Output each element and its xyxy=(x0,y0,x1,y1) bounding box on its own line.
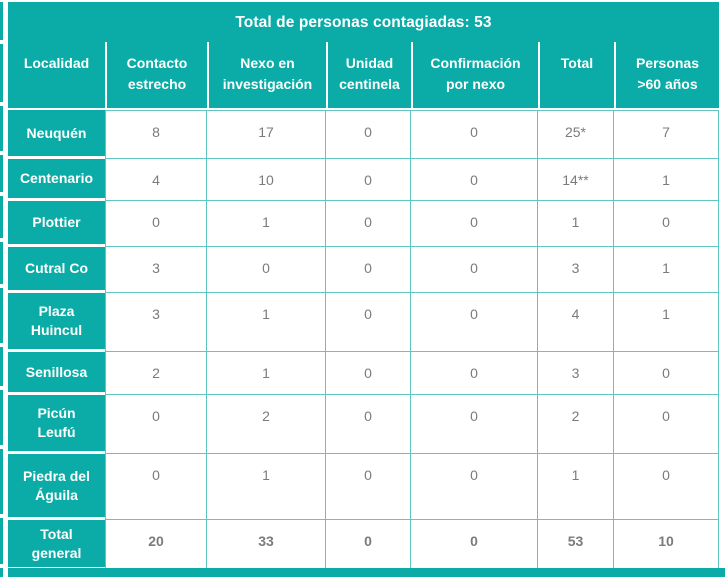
data-cell: 0 xyxy=(326,201,411,247)
data-cell: 0 xyxy=(326,293,411,352)
column-header: Personas >60 años xyxy=(614,42,719,110)
data-cell: 1 xyxy=(614,247,719,293)
data-cell: 1 xyxy=(614,159,719,201)
table-row: Picún Leufú 0 2 0 0 2 0 xyxy=(8,395,719,454)
data-cell: 17 xyxy=(207,110,326,159)
data-cell: 1 xyxy=(538,454,614,520)
table-row: Centenario 4 10 0 0 14** 1 xyxy=(8,159,719,201)
data-cell: 0 xyxy=(105,201,207,247)
data-cell: 1 xyxy=(207,352,326,395)
data-cell: 10 xyxy=(207,159,326,201)
data-cell: 0 xyxy=(326,352,411,395)
data-cell: 0 xyxy=(411,201,538,247)
data-cell: 3 xyxy=(538,247,614,293)
data-cell: 4 xyxy=(538,293,614,352)
data-cell: 8 xyxy=(105,110,207,159)
row-header: Senillosa xyxy=(8,352,105,395)
row-header: Piedra del Águila xyxy=(8,454,105,520)
data-cell: 3 xyxy=(105,247,207,293)
table-row: Piedra del Águila 0 1 0 0 1 0 xyxy=(8,454,719,520)
data-cell: 0 xyxy=(614,395,719,454)
data-cell: 0 xyxy=(207,247,326,293)
left-strip-notch xyxy=(0,151,3,155)
data-cell: 0 xyxy=(326,159,411,201)
data-cell: 33 xyxy=(207,520,326,570)
row-header: Centenario xyxy=(8,159,105,201)
column-header: Confirmación por nexo xyxy=(411,42,538,110)
left-edge-strip xyxy=(0,2,3,577)
data-cell: 0 xyxy=(411,247,538,293)
row-header: Picún Leufú xyxy=(8,395,105,454)
contagios-table: Localidad Contacto estrecho Nexo en invest… xyxy=(8,42,719,570)
data-cell: 2 xyxy=(538,395,614,454)
left-strip-notch xyxy=(0,514,3,518)
row-header: Total general xyxy=(8,520,105,570)
data-cell: 2 xyxy=(207,395,326,454)
left-strip-notch xyxy=(0,564,3,568)
data-cell: 20 xyxy=(105,520,207,570)
left-strip-notch xyxy=(0,102,3,106)
data-cell: 25* xyxy=(538,110,614,159)
data-cell: 53 xyxy=(538,520,614,570)
data-cell: 0 xyxy=(411,395,538,454)
data-cell: 0 xyxy=(326,520,411,570)
row-header: Plottier xyxy=(8,201,105,247)
data-cell: 3 xyxy=(538,352,614,395)
table-row: Neuquén 8 17 0 0 25* 7 xyxy=(8,110,719,159)
data-cell: 7 xyxy=(614,110,719,159)
data-cell: 3 xyxy=(105,293,207,352)
data-cell: 0 xyxy=(411,110,538,159)
total-row: Total general 20 33 0 0 53 10 xyxy=(8,520,719,570)
data-cell: 1 xyxy=(538,201,614,247)
data-cell: 0 xyxy=(326,247,411,293)
column-header: Localidad xyxy=(8,42,105,110)
data-cell: 0 xyxy=(411,293,538,352)
data-cell: 0 xyxy=(614,352,719,395)
data-cell: 0 xyxy=(411,454,538,520)
table-row: Plaza Huincul 3 1 0 0 4 1 xyxy=(8,293,719,352)
data-cell: 1 xyxy=(207,201,326,247)
data-cell: 2 xyxy=(105,352,207,395)
data-cell: 0 xyxy=(326,454,411,520)
data-cell: 10 xyxy=(614,520,719,570)
data-cell: 0 xyxy=(614,201,719,247)
table-title: Total de personas contagiadas: 53 xyxy=(8,2,719,42)
table-row: Senillosa 2 1 0 0 3 0 xyxy=(8,352,719,395)
data-cell: 0 xyxy=(326,395,411,454)
left-strip-notch xyxy=(0,284,3,288)
left-strip-notch xyxy=(0,386,3,390)
left-strip-notch xyxy=(0,445,3,449)
column-header: Nexo en investigación xyxy=(207,42,326,110)
data-cell: 0 xyxy=(105,395,207,454)
data-cell: 0 xyxy=(411,520,538,570)
column-header: Total xyxy=(538,42,614,110)
table-header-row: Localidad Contacto estrecho Nexo en invest… xyxy=(8,42,719,110)
row-header: Neuquén xyxy=(8,110,105,159)
data-cell: 14** xyxy=(538,159,614,201)
left-strip-notch xyxy=(0,192,3,196)
data-cell: 1 xyxy=(614,293,719,352)
table-row: Cutral Co 3 0 0 0 3 1 xyxy=(8,247,719,293)
data-cell: 1 xyxy=(207,454,326,520)
contagios-table-block: Total de personas contagiadas: 53 Locali… xyxy=(8,2,719,570)
data-cell: 0 xyxy=(326,110,411,159)
data-cell: 0 xyxy=(411,159,538,201)
left-strip-notch xyxy=(0,238,3,242)
data-cell: 0 xyxy=(614,454,719,520)
column-header: Unidad centinela xyxy=(326,42,411,110)
table-row: Plottier 0 1 0 0 1 0 xyxy=(8,201,719,247)
left-strip-notch xyxy=(0,40,3,44)
column-header: Contacto estrecho xyxy=(105,42,207,110)
data-cell: 1 xyxy=(207,293,326,352)
bottom-teal-bar xyxy=(8,568,725,577)
row-header: Cutral Co xyxy=(8,247,105,293)
left-strip-notch xyxy=(0,343,3,347)
data-cell: 0 xyxy=(411,352,538,395)
row-header: Plaza Huincul xyxy=(8,293,105,352)
data-cell: 4 xyxy=(105,159,207,201)
data-cell: 0 xyxy=(105,454,207,520)
